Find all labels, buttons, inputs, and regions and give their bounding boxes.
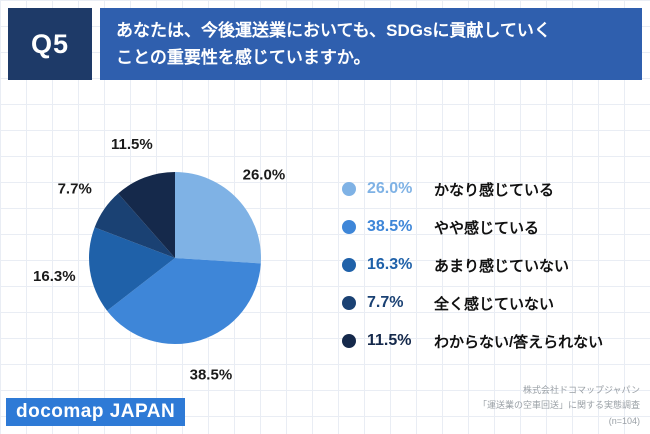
pie-slice-label: 38.5% bbox=[190, 367, 233, 384]
pie-slice-label: 16.3% bbox=[33, 268, 76, 285]
question-number-badge: Q5 bbox=[8, 8, 92, 81]
legend-color-dot bbox=[342, 220, 356, 234]
legend: 26.0% かなり感じている 38.5% やや感じている 16.3% あまり感じ… bbox=[342, 170, 603, 360]
credit-line: 株式会社ドコマップジャパン bbox=[522, 385, 640, 396]
legend-label: 全く感じていない bbox=[434, 295, 555, 313]
legend-value: 26.0% bbox=[367, 180, 413, 197]
legend-label: やや感じている bbox=[434, 219, 540, 237]
credit-line: 「運送業の空車回送」に関する実態調査 bbox=[477, 400, 640, 411]
docomap-japan-logo: docomap JAPAN bbox=[6, 398, 186, 426]
legend-color-dot bbox=[342, 334, 356, 348]
legend-label: かなり感じている bbox=[434, 181, 555, 199]
pie-slice-2 bbox=[89, 227, 175, 311]
legend-color-dot bbox=[342, 258, 356, 272]
credit-line: (n=104) bbox=[608, 415, 640, 426]
pie-slice-3 bbox=[94, 193, 175, 258]
pie-chart: 26.0% 38.5% 16.3% 7.7% 11.5% bbox=[33, 136, 286, 384]
question-text-banner: あなたは、今後運送業においても、SDGsに貢献していく ことの重要性を感じていま… bbox=[100, 8, 642, 81]
legend-item: 16.3% あまり感じていない bbox=[342, 246, 603, 284]
pie-slice-0 bbox=[175, 172, 261, 264]
legend-value: 7.7% bbox=[367, 294, 404, 311]
pie-slice-label: 11.5% bbox=[111, 136, 153, 153]
pie-slice-label: 26.0% bbox=[243, 167, 286, 184]
pie-slice-label: 7.7% bbox=[58, 181, 92, 198]
legend-value: 16.3% bbox=[367, 256, 413, 273]
legend-item: 11.5% わからない/答えられない bbox=[342, 322, 603, 360]
legend-color-dot bbox=[342, 182, 356, 196]
legend-label: わからない/答えられない bbox=[434, 333, 604, 351]
legend-item: 7.7% 全く感じていない bbox=[342, 284, 603, 322]
pie-slice-1 bbox=[107, 258, 261, 344]
legend-label: あまり感じていない bbox=[434, 257, 570, 275]
legend-value: 38.5% bbox=[367, 218, 413, 235]
survey-credit: 株式会社ドコマップジャパン 「運送業の空車回送」に関する実態調査 (n=104) bbox=[478, 383, 640, 429]
legend-color-dot bbox=[342, 296, 356, 310]
legend-item: 26.0% かなり感じている bbox=[342, 170, 603, 208]
question-header: Q5 あなたは、今後運送業においても、SDGsに貢献していく ことの重要性を感じ… bbox=[8, 8, 642, 81]
legend-value: 11.5% bbox=[367, 332, 412, 349]
legend-item: 38.5% やや感じている bbox=[342, 208, 603, 246]
pie-slice-4 bbox=[118, 172, 175, 258]
